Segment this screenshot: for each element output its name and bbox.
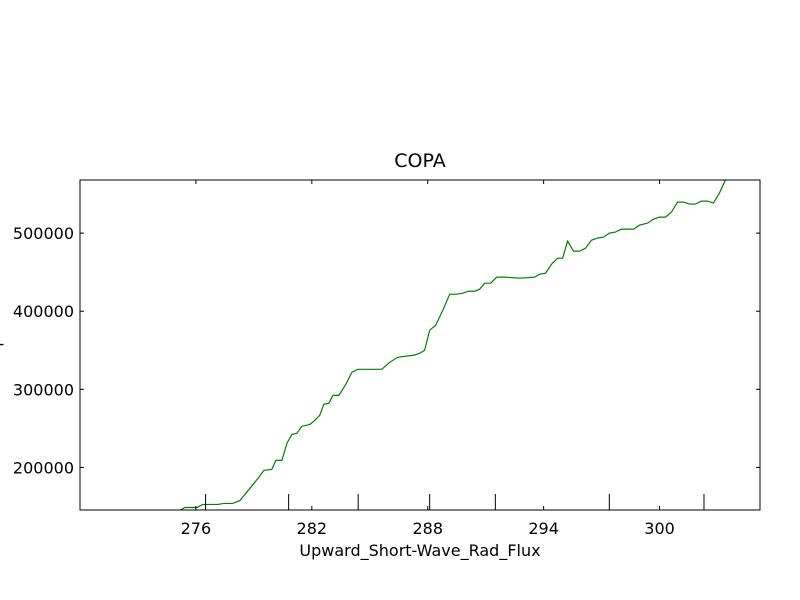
x-tick-label: 276: [181, 519, 212, 538]
chart-title: COPA: [394, 150, 445, 172]
y-tick-label: 300000: [13, 380, 74, 399]
y-tick-label: 200000: [13, 458, 74, 477]
plot-frame: [79, 179, 761, 511]
x-tick-label: 300: [644, 519, 675, 538]
y-tick-label: 400000: [13, 302, 74, 321]
x-axis-label: Upward_Short-Wave_Rad_Flux: [299, 541, 540, 561]
data-line: [136, 180, 726, 510]
y-axis-label: Partial dependence: [0, 268, 4, 422]
y-tick-label: 500000: [13, 224, 74, 243]
x-tick-label: 288: [412, 519, 443, 538]
x-tick-label: 294: [528, 519, 559, 538]
plot-area: 276 282 288 294 300 200000 300000 400000 500000: [13, 179, 761, 538]
x-tick-label: 282: [297, 519, 328, 538]
